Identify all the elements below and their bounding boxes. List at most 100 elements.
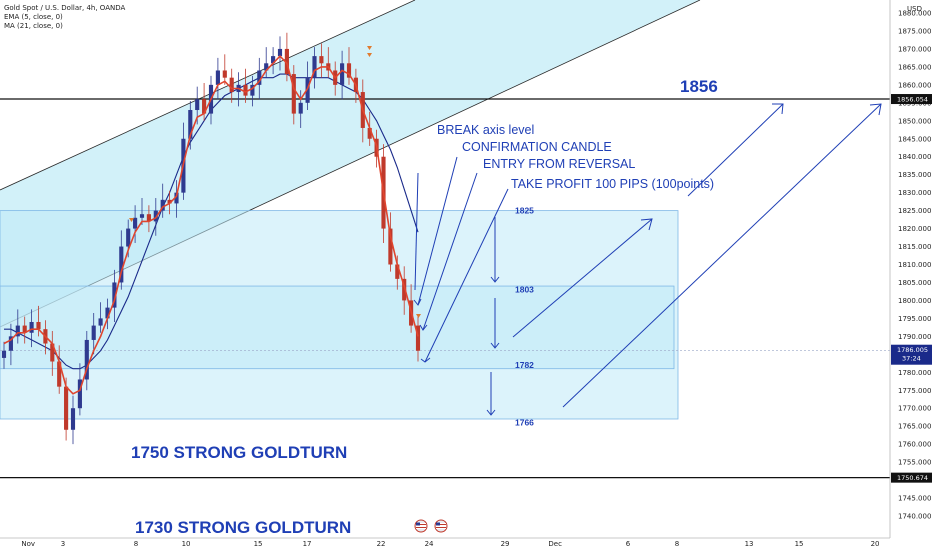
candle-body-56: [388, 228, 393, 265]
candle-body-18: [126, 228, 131, 247]
candle-body-17: [119, 246, 124, 283]
candle-body-33: [229, 77, 234, 93]
price-axis[interactable]: 1740.0001745.0001750.0001755.0001760.000…: [898, 10, 931, 521]
candle-body-49: [340, 63, 345, 85]
time-tick-13: 15: [795, 540, 804, 548]
price-tick-1795: 1795.000: [898, 315, 931, 323]
price-tick-1835: 1835.000: [898, 171, 931, 179]
candle-body-45: [312, 56, 317, 78]
marker-triangle-3: [367, 53, 372, 57]
price-tick-1820: 1820.000: [898, 225, 931, 233]
level-labels: 1825 1803 1782 1766: [515, 206, 534, 428]
horizontal-lines: [0, 98, 890, 479]
candle-body-28: [195, 99, 200, 111]
candle-body-19: [133, 217, 138, 229]
price-tick-1755: 1755.000: [898, 459, 931, 467]
candle-body-43: [298, 102, 303, 114]
us-event-icon-1: [414, 519, 428, 533]
price-tag-1: 1786.005: [897, 346, 928, 354]
zones: [0, 210, 679, 420]
candle-body-41: [284, 48, 289, 75]
time-tick-6: 22: [377, 540, 386, 548]
candle-body-39: [271, 56, 276, 64]
candle-body-1: [8, 336, 13, 351]
price-tick-1805: 1805.000: [898, 279, 931, 287]
ma-legend[interactable]: MA (21, close, 0): [4, 22, 63, 30]
goldturn-1750-label: 1750 STRONG GOLDTURN: [131, 443, 347, 462]
price-tick-1745: 1745.000: [898, 495, 931, 503]
goldturn-1730-label: 1730 STRONG GOLDTURN: [135, 518, 351, 537]
price-tick-1845: 1845.000: [898, 135, 931, 143]
candle-body-57: [395, 264, 400, 279]
price-tick-1775: 1775.000: [898, 387, 931, 395]
candle-body-53: [367, 127, 372, 139]
time-axis-background: [0, 538, 932, 550]
price-tick-1810: 1810.000: [898, 261, 931, 269]
candle-body-42: [291, 74, 296, 114]
time-tick-10: 6: [626, 540, 631, 548]
candle-body-58: [402, 278, 407, 301]
price-tag-0: 1856.054: [897, 96, 928, 104]
price-tick-1875: 1875.000: [898, 27, 931, 35]
price-tick-1880: 1880.000: [898, 10, 931, 18]
currency-label: USD: [907, 5, 922, 13]
level-label-1766: 1766: [515, 418, 534, 428]
confirmation-annotation: CONFIRMATION CANDLE: [462, 140, 612, 154]
price-tag-2: 1750.674: [897, 474, 928, 482]
candle-body-37: [257, 70, 262, 85]
time-tick-7: 24: [425, 540, 434, 548]
time-tick-14: 20: [871, 540, 880, 548]
candle-body-15: [105, 307, 110, 319]
annotation-arrows: [413, 103, 882, 416]
price-tick-1870: 1870.000: [898, 45, 931, 53]
candle-body-46: [319, 56, 324, 64]
price-tick-1780: 1780.000: [898, 369, 931, 377]
price-axis-background: [890, 0, 932, 538]
price-tick-1770: 1770.000: [898, 405, 931, 413]
level-1856-label: 1856: [680, 77, 718, 96]
candle-body-40: [277, 48, 283, 57]
price-tick-1760: 1760.000: [898, 441, 931, 449]
candle-body-36: [250, 84, 255, 96]
candle-body-12: [84, 339, 89, 380]
price-tick-1840: 1840.000: [898, 153, 931, 161]
time-tick-8: 29: [501, 540, 510, 548]
price-tick-1765: 1765.000: [898, 423, 931, 431]
candle-body-50: [346, 63, 352, 78]
price-tick-1740: 1740.000: [898, 513, 931, 521]
candle-body-38: [264, 63, 269, 71]
price-tag-bg-1: [891, 344, 932, 365]
candle-body-31: [215, 70, 220, 85]
candle-body-22: [153, 210, 158, 222]
candle-body-8: [57, 361, 62, 387]
time-tick-9: Dec: [548, 540, 562, 548]
candle-body-27: [188, 110, 193, 139]
time-axis[interactable]: Nov 3 8 10 15 17 22 24 29 Dec 6 8 13 15 20: [21, 540, 879, 548]
candle-body-21: [146, 214, 151, 222]
candle-body-24: [167, 199, 172, 204]
channel-upper-line: [0, 0, 416, 191]
break-annotation: BREAK axis level: [437, 123, 534, 137]
price-tick-1830: 1830.000: [898, 189, 931, 197]
time-tick-11: 8: [675, 540, 679, 548]
candle-body-2: [15, 325, 20, 337]
candle-body-25: [174, 192, 179, 204]
price-tick-1800: 1800.000: [898, 297, 931, 305]
price-tick-1860: 1860.000: [898, 81, 931, 89]
marker-triangle-4: [416, 314, 421, 318]
marker-triangle-2: [367, 46, 372, 50]
marker-triangle-1: [129, 218, 134, 222]
candle-body-29: [202, 99, 207, 114]
symbol-title[interactable]: Gold Spot / U.S. Dollar, 4h, OANDA: [4, 4, 126, 12]
price-tick-1850: 1850.000: [898, 117, 931, 125]
ema-legend[interactable]: EMA (5, close, 0): [4, 13, 63, 21]
candle-body-23: [160, 199, 165, 211]
candle-body-44: [305, 77, 310, 103]
entry-annotation: ENTRY FROM REVERSAL: [483, 157, 635, 171]
level-label-1782: 1782: [515, 360, 534, 370]
candle-body-4: [29, 321, 34, 333]
price-tag-bg-2: [891, 472, 932, 483]
time-tick-4: 15: [254, 540, 263, 548]
